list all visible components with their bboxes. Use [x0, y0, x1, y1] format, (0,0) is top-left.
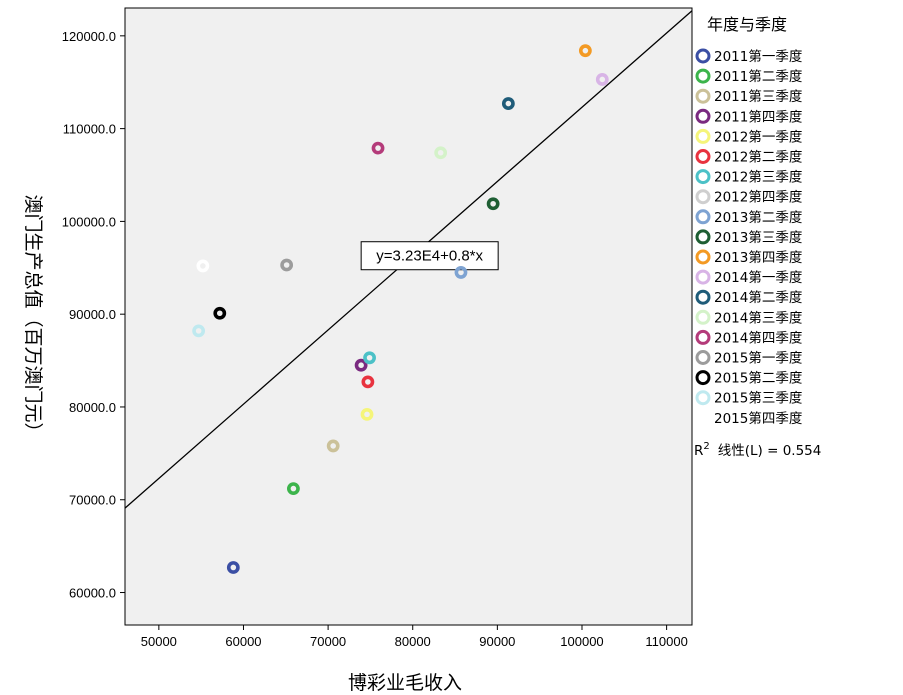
- legend-label: 2011第二季度: [714, 68, 802, 85]
- y-tick-label: 110000.0: [63, 122, 116, 137]
- legend-marker: [695, 309, 711, 325]
- data-point: [578, 44, 592, 58]
- data-point: [486, 197, 500, 211]
- data-point: [213, 306, 227, 320]
- fit-label-box: [360, 241, 499, 271]
- r2-superscript: 2: [703, 441, 709, 452]
- x-axis-title: 博彩业毛收入: [348, 672, 462, 694]
- legend-label: 2012第一季度: [714, 128, 802, 145]
- legend-title: 年度与季度: [707, 15, 787, 34]
- legend-marker: [695, 128, 711, 144]
- y-tick-label: 100000.0: [62, 214, 116, 229]
- data-point: [226, 561, 240, 574]
- legend-label: 2015第一季度: [714, 350, 802, 367]
- r2-value: 线性(L) = 0.554: [718, 443, 822, 459]
- legend-marker: [695, 48, 711, 64]
- y-axis-title: 澳门生产总值（百万澳门元）: [22, 194, 44, 441]
- legend-label: 2011第一季度: [714, 48, 802, 65]
- ticks-layer: 50000 60000 70000 80000 90000 100000 110000 600…: [62, 29, 688, 649]
- x-tick-label: 50000: [141, 634, 177, 649]
- legend: 2011第一季度 2011第二季度 2011第三季度 2011第四季度 2012第一季度…: [695, 48, 802, 427]
- y-tick-label: 120000.0: [62, 29, 116, 44]
- legend-label: 2015第四季度: [714, 410, 802, 427]
- data-point: [454, 266, 468, 279]
- data-point: [196, 259, 210, 273]
- data-point: [363, 351, 376, 365]
- legend-label: 2014第二季度: [714, 289, 802, 306]
- legend-marker: [695, 289, 711, 305]
- legend-marker: [695, 88, 711, 104]
- data-point: [371, 141, 385, 155]
- x-tick-label: 60000: [225, 634, 261, 649]
- data-point: [434, 146, 448, 160]
- legend-marker: [695, 249, 711, 265]
- points-layer: [192, 44, 609, 574]
- r2-annotation: R2 线性(L) = 0.554: [694, 441, 821, 459]
- legend-label: 2013第二季度: [714, 209, 802, 226]
- legend-marker: [695, 189, 711, 205]
- y-tick-label: 60000.0: [69, 586, 116, 601]
- data-point: [326, 439, 340, 453]
- y-tick-label: 70000.0: [69, 493, 116, 508]
- fit-layer: y=3.23E4+0.8*x: [124, 10, 693, 509]
- legend-label: 2014第一季度: [714, 269, 802, 286]
- plot-area: [124, 7, 693, 626]
- data-point: [360, 407, 374, 421]
- legend-label: 2013第三季度: [714, 229, 802, 246]
- legend-label: 2012第二季度: [714, 149, 802, 166]
- data-point: [192, 324, 206, 338]
- legend-label: 2011第四季度: [714, 108, 802, 125]
- data-point: [287, 482, 300, 496]
- data-point: [595, 73, 609, 86]
- legend-marker: [695, 149, 711, 164]
- legend-marker: [695, 269, 711, 285]
- x-tick-label: 100000: [560, 634, 603, 649]
- r2-prefix: R: [694, 443, 703, 459]
- data-point: [354, 358, 368, 372]
- legend-marker: [695, 229, 711, 245]
- x-tick-label: 90000: [479, 634, 515, 649]
- data-point: [501, 97, 515, 110]
- legend-marker: [695, 169, 711, 185]
- legend-marker: [695, 350, 711, 365]
- x-tick-label: 80000: [395, 634, 431, 649]
- legend-label: 2012第三季度: [714, 169, 802, 186]
- legend-label: 2015第二季度: [714, 370, 802, 387]
- legend-label: 2014第三季度: [714, 309, 802, 326]
- y-tick-label: 90000.0: [69, 307, 116, 322]
- legend-marker: [695, 390, 711, 406]
- fit-equation-label: y=3.23E4+0.8*x: [376, 248, 483, 265]
- legend-label: 2011第三季度: [714, 88, 802, 105]
- legend-label: 2012第四季度: [714, 189, 802, 206]
- legend-label: 2013第四季度: [714, 249, 802, 266]
- data-point: [280, 258, 294, 272]
- legend-marker: [695, 370, 711, 386]
- legend-label: 2014第四季度: [714, 329, 802, 346]
- legend-marker: [695, 68, 711, 84]
- x-tick-label: 70000: [310, 634, 346, 649]
- legend-marker: [695, 329, 711, 345]
- x-tick-label: 110000: [645, 634, 687, 649]
- legend-marker: [695, 209, 711, 225]
- y-tick-label: 80000.0: [69, 400, 116, 415]
- legend-marker: [695, 108, 711, 124]
- data-point: [361, 375, 375, 389]
- legend-label: 2015第三季度: [714, 390, 802, 407]
